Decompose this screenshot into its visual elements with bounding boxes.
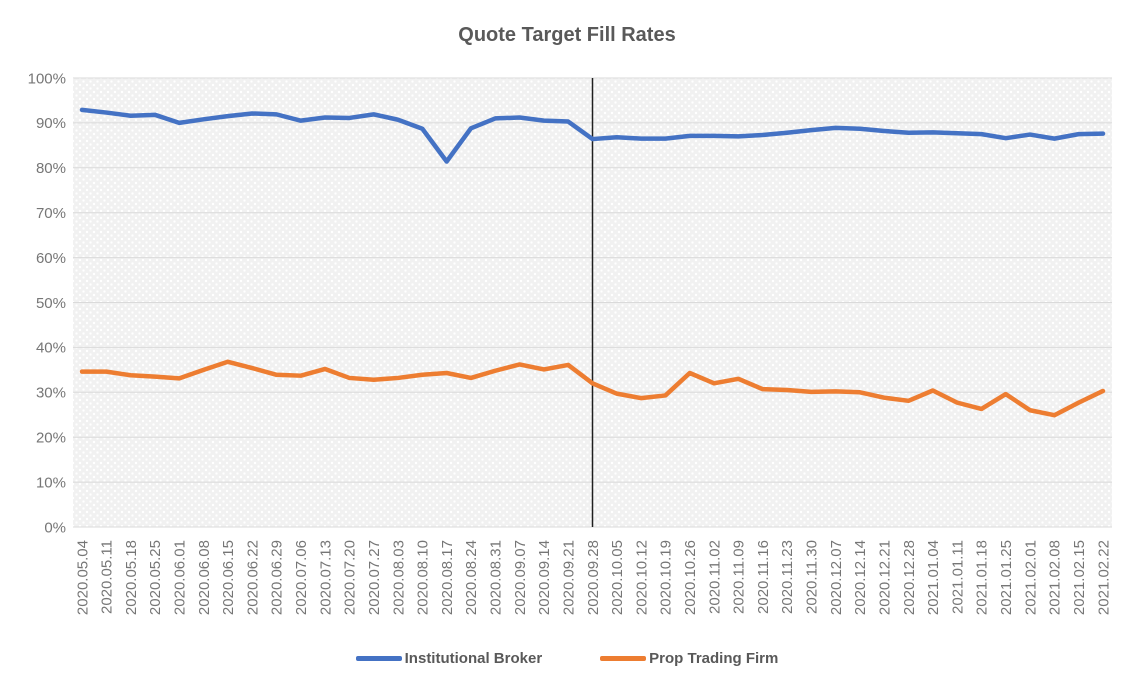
x-axis-tick-label: 2020.10.19	[658, 540, 675, 615]
x-axis-tick-label: 2020.06.01	[171, 540, 188, 615]
x-axis-tick-label: 2020.08.03	[390, 540, 407, 615]
x-axis-tick-label: 2020.08.10	[415, 540, 432, 615]
legend-item-prop-trading-firm: Prop Trading Firm	[600, 650, 778, 667]
x-axis-tick-label: 2021.02.22	[1095, 540, 1112, 615]
x-axis-tick-label: 2020.11.02	[706, 540, 723, 614]
series-line-institutional-broker	[79, 107, 1106, 164]
x-axis-tick-label: 2020.12.14	[852, 540, 869, 615]
x-axis-tick-label: 2020.12.07	[828, 540, 845, 615]
x-axis-tick-label: 2020.09.28	[585, 540, 602, 615]
chart-legend: Institutional Broker Prop Trading Firm	[0, 646, 1134, 670]
x-axis-tick-label: 2020.11.16	[755, 540, 772, 614]
x-axis-tick-label: 2020.12.28	[901, 540, 918, 615]
chart-title: Quote Target Fill Rates	[458, 24, 676, 46]
x-axis-tick-label: 2020.08.24	[463, 540, 480, 615]
x-axis-tick-label: 2021.02.01	[1022, 540, 1039, 615]
y-axis-tick-label: 60%	[36, 250, 66, 267]
x-axis-tick-label: 2020.05.25	[147, 540, 164, 615]
y-axis-tick-label: 10%	[36, 474, 66, 491]
x-axis-tick-label: 2020.07.27	[366, 540, 383, 615]
x-axis-tick-label: 2021.01.18	[974, 540, 991, 615]
x-axis-tick-label: 2021.01.25	[998, 540, 1015, 615]
legend-swatch-blue-line-icon	[355, 655, 402, 661]
x-axis-tick-label: 2020.06.22	[244, 540, 261, 615]
x-axis-tick-label: 2020.08.17	[439, 540, 456, 615]
legend-label: Prop Trading Firm	[649, 649, 779, 667]
x-axis-tick-label: 2020.07.06	[293, 540, 310, 615]
y-axis-tick-label: 20%	[36, 429, 66, 446]
x-axis-tick-label: 2020.07.20	[342, 540, 359, 615]
y-axis-tick-label: 100%	[28, 70, 66, 87]
legend-swatch-orange-line-icon	[600, 655, 647, 661]
x-axis-tick-label: 2020.10.12	[633, 540, 650, 615]
x-axis-tick-label: 2020.11.30	[804, 540, 821, 614]
y-axis-tick-label: 40%	[36, 340, 66, 357]
x-axis-tick-label: 2020.12.21	[876, 540, 893, 615]
y-axis-tick-label: 50%	[36, 295, 66, 312]
legend-label: Institutional Broker	[404, 649, 543, 667]
x-axis-tick-label: 2020.11.09	[731, 540, 748, 614]
series-line-prop-trading-firm	[79, 359, 1106, 418]
x-axis-tick-label: 2020.06.15	[220, 540, 237, 615]
y-axis-tick-label: 70%	[36, 205, 66, 222]
x-axis-tick-label: 2020.06.29	[269, 540, 286, 615]
y-axis-tick-label: 0%	[44, 519, 66, 536]
x-axis-tick-label: 2020.08.31	[488, 540, 505, 615]
y-axis-tick-label: 90%	[36, 115, 66, 132]
x-axis-tick-label: 2020.09.07	[512, 540, 529, 615]
x-axis-tick-label: 2020.10.05	[609, 540, 626, 615]
x-axis-tick-label: 2020.05.18	[123, 540, 140, 615]
x-axis-tick-label: 2020.11.23	[779, 540, 796, 614]
y-axis-tick-label: 30%	[36, 385, 66, 402]
legend-item-institutional-broker: Institutional Broker	[355, 649, 543, 667]
x-axis-tick-label: 2020.05.11	[99, 540, 116, 614]
x-axis-tick-label: 2020.05.04	[74, 540, 91, 615]
x-axis-tick-label: 2020.09.21	[560, 540, 577, 615]
x-axis-tick-label: 2021.01.04	[925, 540, 942, 615]
x-axis-tick-label: 2020.07.13	[317, 540, 334, 615]
x-axis-tick-label: 2021.02.15	[1071, 540, 1088, 615]
x-axis-tick-label: 2020.10.26	[682, 540, 699, 615]
x-axis-tick-label: 2020.09.14	[536, 540, 553, 615]
x-axis-tick-label: 2021.01.11	[949, 540, 966, 614]
x-axis-tick-label: 2021.02.08	[1047, 540, 1064, 615]
y-axis-tick-label: 80%	[36, 160, 66, 177]
x-axis-tick-label: 2020.06.08	[196, 540, 213, 615]
